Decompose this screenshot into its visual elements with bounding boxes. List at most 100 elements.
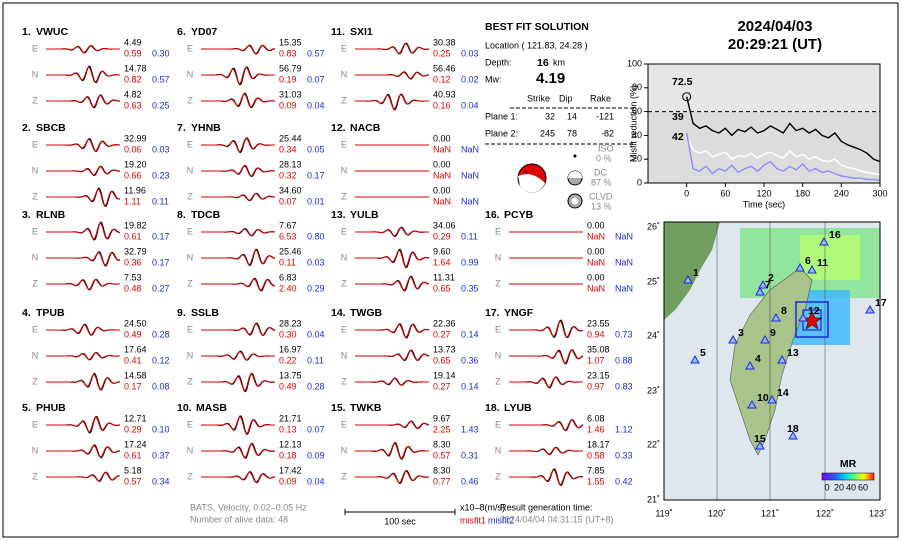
misfit2: 0.17 (152, 231, 170, 241)
synthetic-trace (46, 94, 121, 108)
synthetic-trace (509, 469, 584, 486)
component-label: N (187, 445, 194, 455)
x-tick-label: 180 (795, 188, 810, 198)
observed-trace (355, 42, 430, 55)
x-tick-label: 0 (684, 188, 689, 198)
amplitude: 23.15 (587, 370, 610, 380)
misfit2: 0.17 (307, 170, 325, 180)
synthetic-trace (46, 45, 120, 54)
station-name: TWKB (350, 402, 382, 414)
component-label: N (341, 445, 348, 455)
station-map-label: 9 (770, 327, 776, 339)
synthetic-trace (355, 324, 430, 338)
misfit1: 0.18 (279, 450, 297, 460)
component-label: Z (341, 95, 347, 105)
misfit2: 0.73 (615, 329, 633, 339)
station-number: 7. (177, 122, 186, 134)
synthetic-trace (355, 43, 430, 54)
amplitude: 14.78 (124, 63, 147, 73)
mw-label: Mw: (485, 74, 502, 84)
station-map-label: 16 (829, 229, 841, 241)
synthetic-trace (201, 443, 276, 459)
amplitude: 7.53 (124, 272, 142, 282)
misfit2: 0.46 (461, 476, 479, 486)
amplitude: 28.23 (279, 318, 302, 328)
component-label: N (495, 252, 502, 262)
station-marker (755, 286, 765, 296)
component-label: E (341, 419, 347, 429)
synthetic-trace (46, 222, 121, 240)
station-number: 18. (485, 402, 500, 414)
scale-label: 100 sec (384, 516, 416, 526)
component-label: E (341, 43, 347, 53)
amplitude: 0.00 (433, 159, 451, 169)
misfit1: 0.32 (279, 170, 297, 180)
synthetic-trace (355, 420, 430, 429)
misfit2: 0.57 (307, 48, 325, 58)
station-number: 8. (177, 209, 186, 221)
misfit1: 0.12 (433, 74, 451, 84)
observed-trace (509, 319, 584, 339)
misfit2: NaN (461, 170, 479, 180)
misfit1: 0.11 (279, 257, 296, 267)
table-header: Strike (527, 93, 550, 103)
table-cell: 14 (567, 111, 577, 121)
y-tick-label: 0 (637, 177, 642, 187)
misfit2: 0.04 (307, 100, 325, 110)
station-map-label: 6 (805, 255, 811, 267)
misfit2: 0.30 (152, 48, 170, 58)
amplitude: 12.71 (124, 413, 147, 423)
misfit2-legend: misfit2 (488, 515, 514, 525)
colorbar-title: MR (840, 458, 857, 470)
station-map-label: 2 (768, 272, 774, 284)
synthetic-trace (355, 71, 430, 80)
station-name: YNGF (504, 307, 534, 319)
station-marker (755, 440, 765, 450)
station-marker (745, 360, 755, 370)
component-label: Z (187, 191, 193, 201)
station-map-label: 14 (777, 387, 789, 399)
station-marker (865, 304, 875, 314)
table-cell: Plane 1: (485, 111, 518, 121)
station-number: 5. (22, 402, 31, 414)
component-label: N (32, 165, 39, 175)
beachball-dot (524, 170, 528, 174)
y-axis-label: Misfit reduction (%) (628, 85, 638, 162)
table-cell: 245 (540, 128, 555, 138)
misfit1: 0.97 (587, 381, 605, 391)
station-number: 17. (485, 307, 500, 319)
misfit2: 1.12 (615, 424, 633, 434)
station-number: 6. (177, 26, 186, 38)
component-label: N (495, 350, 502, 360)
misfit1: 0.61 (124, 450, 142, 460)
component-label: Z (187, 376, 193, 386)
amplitude: 56.46 (433, 63, 456, 73)
amplitude: 15.35 (279, 37, 302, 47)
x-tick-label: 240 (834, 188, 849, 198)
lat-label: 21˚ (647, 494, 660, 504)
misfit1: 0.49 (124, 329, 142, 339)
misfit1: 2.25 (433, 424, 451, 434)
amplitude: 32.79 (124, 246, 147, 256)
mw: 4.19 (536, 70, 565, 87)
component-label: N (341, 69, 348, 79)
misfit1: 0.36 (124, 257, 142, 267)
synthetic-trace (46, 373, 120, 390)
y-tick-label: 60 (632, 106, 642, 116)
station-name: YD07 (191, 26, 217, 38)
component-label: N (341, 165, 348, 175)
station-marker (758, 279, 768, 289)
dc-label: DC (594, 167, 607, 177)
station-map-label: 8 (781, 305, 787, 317)
synthetic-trace (509, 376, 583, 388)
station-name: SBCB (36, 122, 66, 134)
amplitude: 40.93 (433, 89, 456, 99)
station-map-label: 7 (765, 279, 771, 291)
x-tick-label: 300 (872, 188, 887, 198)
station-marker (807, 264, 817, 274)
misfit1: 0.06 (124, 144, 142, 154)
amplitude: 28.13 (279, 159, 302, 169)
misfit2: 0.29 (307, 283, 325, 293)
amplitude: 7.67 (279, 220, 297, 230)
amplitude: 19.14 (433, 370, 456, 380)
